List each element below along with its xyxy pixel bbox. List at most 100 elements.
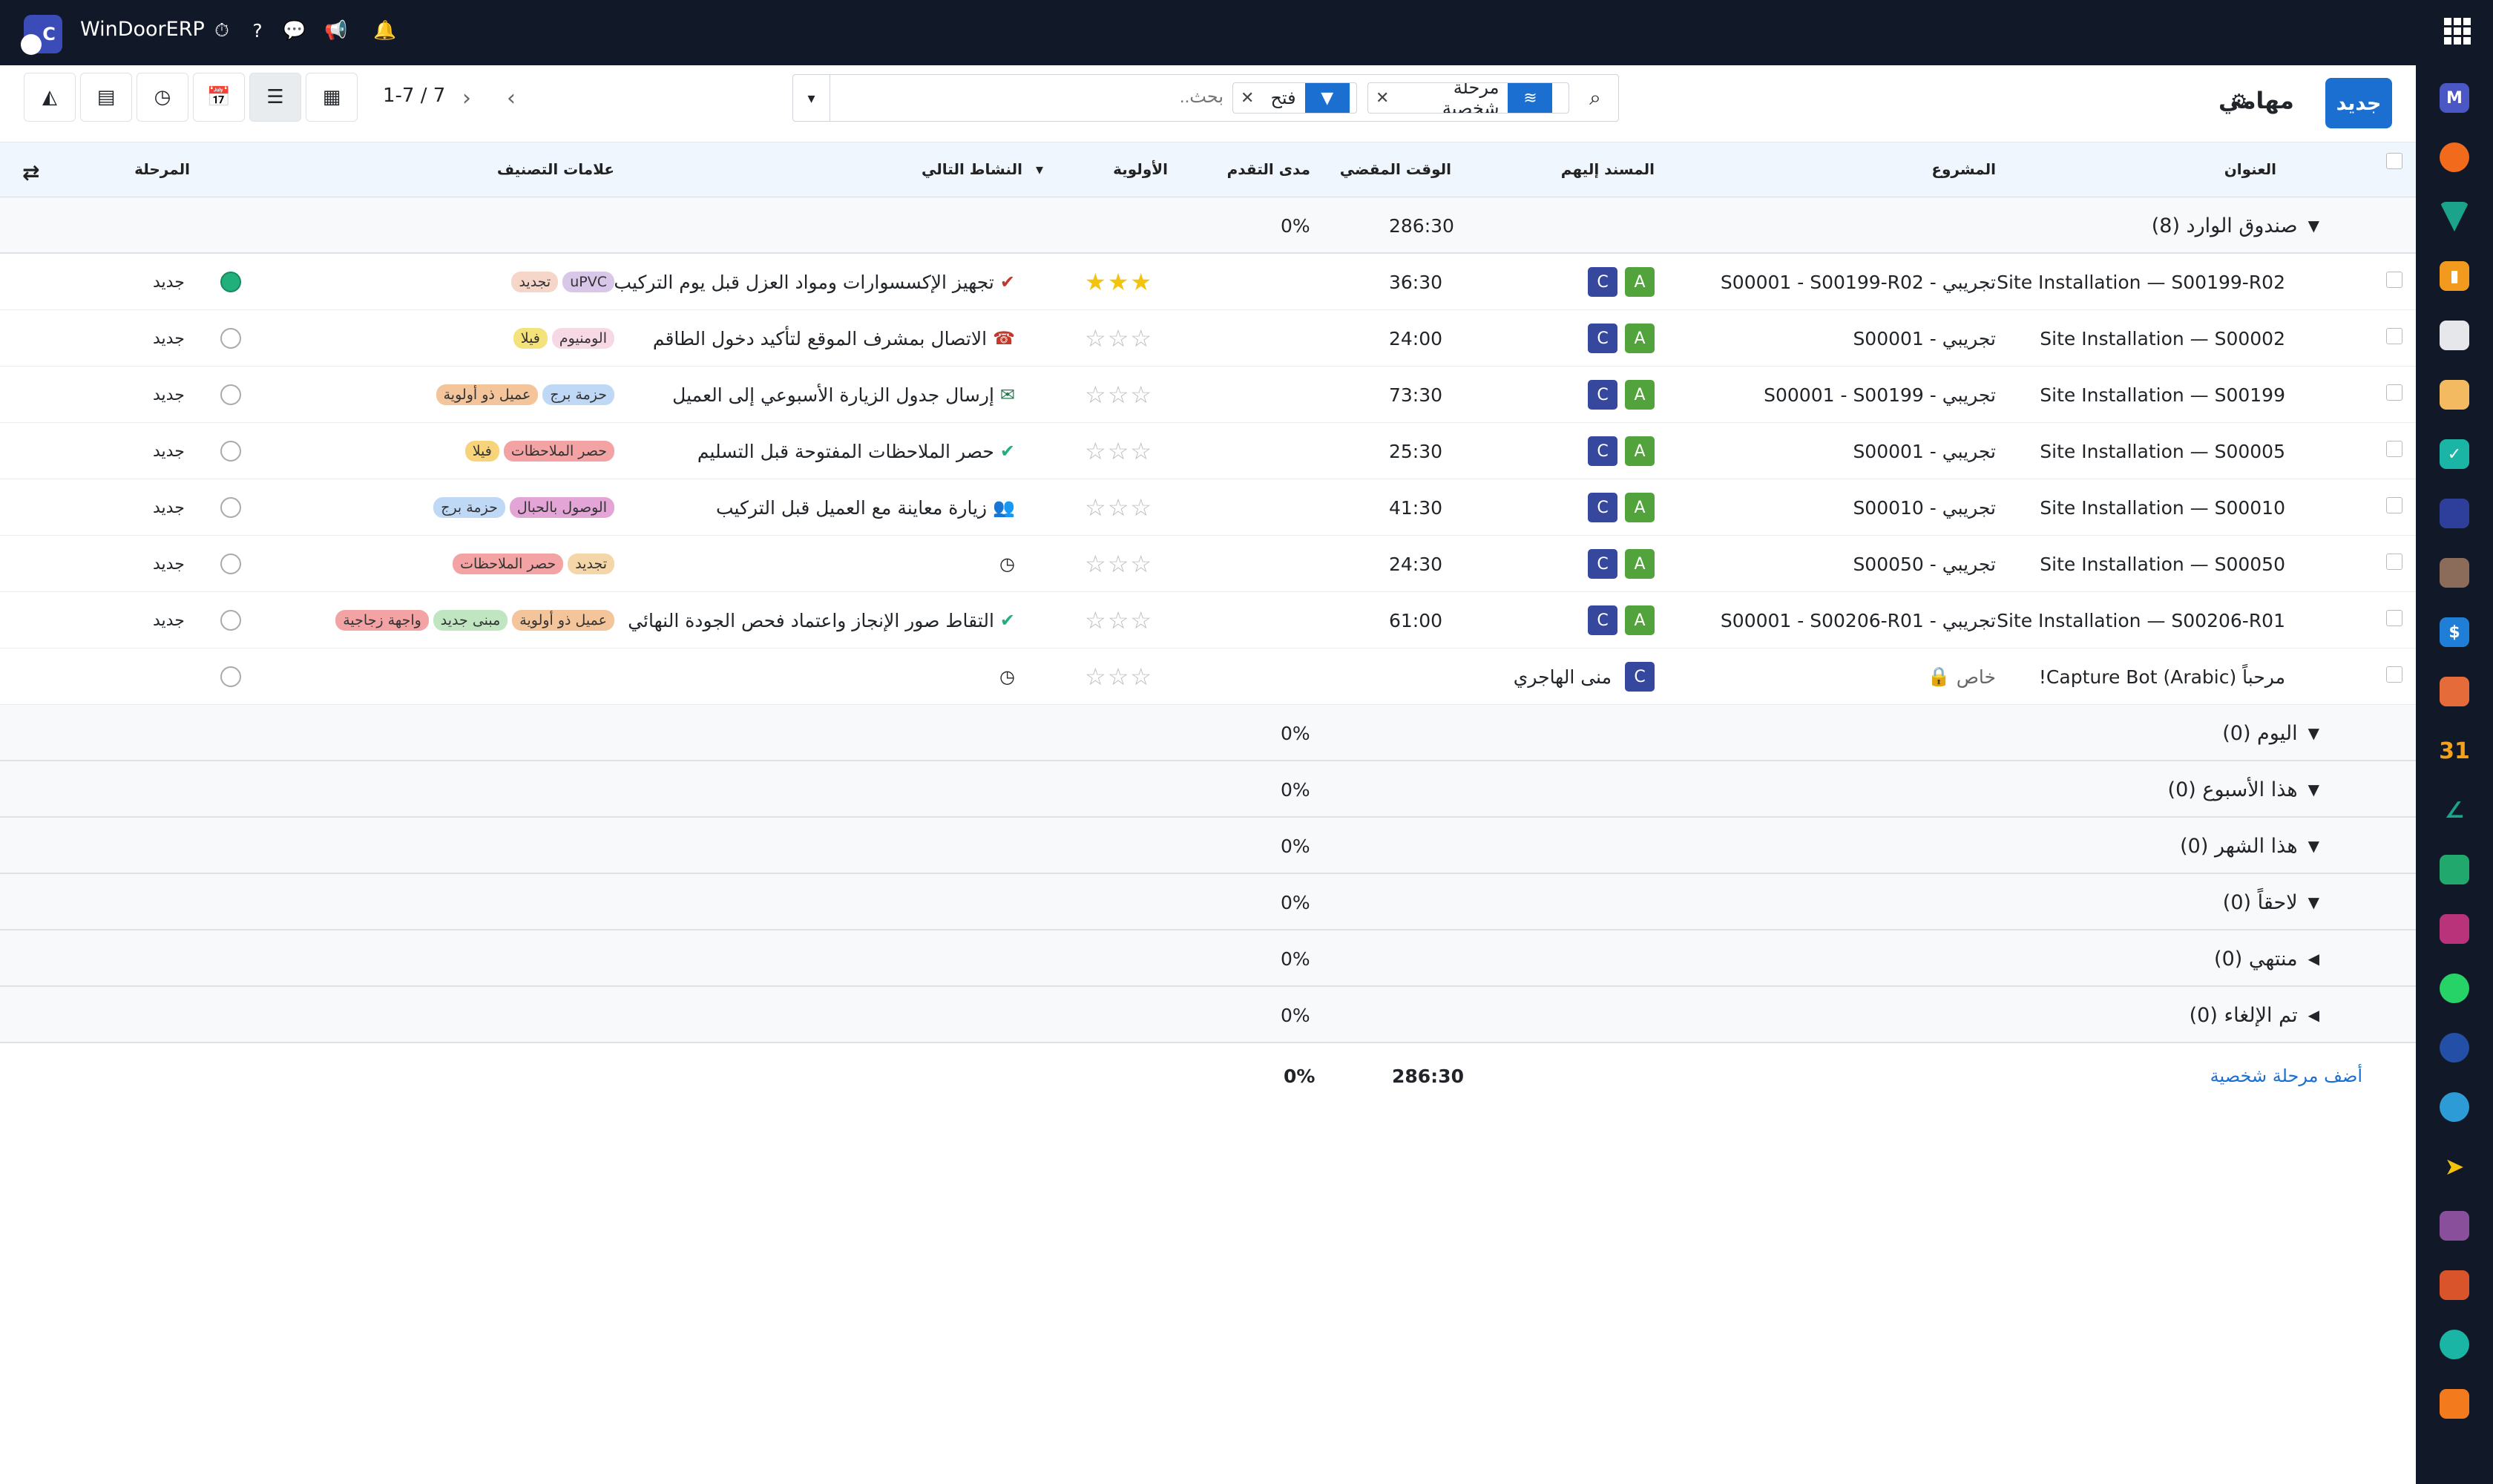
group-label[interactable]: ▼ هذا الشهر (0) [2180, 818, 2319, 874]
task-title[interactable]: Site Installation — S00206-R01 [1997, 609, 2285, 631]
next-activity[interactable]: ✔ حصر الملاحظات المفتوحة قبل التسليم [697, 423, 1015, 479]
products-app-icon[interactable] [2440, 558, 2469, 588]
users-icon[interactable]: 👥 [993, 497, 1015, 518]
megaphone-icon[interactable]: 📢 [324, 19, 348, 41]
row-checkbox[interactable] [2386, 666, 2402, 683]
task-project[interactable]: تجريبي - S00001 - S00206-R01 [1721, 592, 1996, 649]
pager-value[interactable]: 1-7 / 7 [383, 85, 446, 107]
row-checkbox[interactable] [2386, 497, 2402, 513]
new-button[interactable]: جديد [2325, 78, 2392, 128]
avatar[interactable]: A [1625, 493, 1655, 522]
col-time[interactable]: الوقت المقضي [1339, 160, 1451, 178]
task-row[interactable]: Site Installation — S00199-R02 تجريبي - S… [0, 254, 2416, 310]
status-indicator[interactable] [220, 497, 241, 518]
status-indicator[interactable] [220, 554, 241, 574]
clock-icon[interactable]: ◷ [999, 554, 1015, 574]
priority-star-icon[interactable]: ★ [1085, 268, 1108, 296]
task-project[interactable]: تجريبي - S00001 [1853, 423, 1996, 479]
group-row[interactable]: ◀ منتهي (0) 0% [0, 930, 2416, 987]
check-icon[interactable]: ✔ [999, 610, 1015, 631]
pos-app-icon[interactable] [2440, 1330, 2469, 1359]
priority-star-icon[interactable]: ☆ [1130, 381, 1154, 409]
col-assignees[interactable]: المسند إليهم [1560, 160, 1655, 178]
send-app-icon[interactable]: ➤ [2444, 1152, 2465, 1181]
avatar[interactable]: C [1588, 549, 1617, 579]
task-row[interactable]: Site Installation — S00050 تجريبي - S0005… [0, 536, 2416, 592]
avatar[interactable]: A [1625, 324, 1655, 353]
discuss-app-icon[interactable] [2440, 202, 2469, 232]
sign-app-icon[interactable]: ∠ [2444, 797, 2465, 824]
group-label[interactable]: ▼ لاحقاً (0) [2223, 874, 2319, 930]
group-row[interactable]: ▼ هذا الشهر (0) 0% [0, 818, 2416, 874]
group-label[interactable]: ▼ هذا الأسبوع (0) [2168, 761, 2319, 818]
task-project[interactable]: خاص 🔒 [1928, 649, 1996, 705]
graph-view-button[interactable]: ◭ [24, 73, 76, 122]
bell-icon[interactable]: 🔔 [373, 19, 397, 41]
task-row[interactable]: Site Installation — S00002 تجريبي - S0000… [0, 310, 2416, 367]
priority-star-icon[interactable]: ☆ [1085, 437, 1108, 465]
priority-star-icon[interactable]: ☆ [1085, 493, 1108, 522]
group-label[interactable]: ◀ تم الإلغاء (0) [2190, 987, 2319, 1043]
envelope-icon[interactable]: ✉ [999, 384, 1015, 405]
task-title[interactable]: مرحباً (Capture Bot (Arabic! [2038, 666, 2285, 688]
status-indicator[interactable] [220, 384, 241, 405]
badge-app-icon[interactable] [2440, 855, 2469, 884]
group-label[interactable]: ▼ صندوق الوارد (8) [2152, 197, 2319, 254]
remove-facet-icon[interactable]: ✕ [1376, 88, 1390, 108]
task-row[interactable]: مرحباً (Capture Bot (Arabic! خاص 🔒 C منى اله… [0, 649, 2416, 705]
search-input[interactable] [1179, 87, 1223, 108]
col-next-activity[interactable]: ▾ النشاط التالي [922, 160, 1043, 178]
row-checkbox[interactable] [2386, 272, 2402, 288]
priority-star-icon[interactable]: ☆ [1085, 606, 1108, 634]
priority-star-icon[interactable]: ☆ [1085, 550, 1108, 578]
task-row[interactable]: Site Installation — S00199 تجريبي - S0000… [0, 367, 2416, 423]
priority-star-icon[interactable]: ☆ [1107, 606, 1131, 634]
next-page-button[interactable]: › [462, 85, 471, 111]
website-app-icon[interactable] [2440, 1092, 2469, 1122]
col-priority[interactable]: الأولوية [1113, 160, 1168, 178]
task-title[interactable]: Site Installation — S00005 [2040, 440, 2285, 462]
priority-star-icon[interactable]: ☆ [1085, 324, 1108, 352]
select-all-checkbox[interactable] [2386, 153, 2402, 169]
employees-app-icon[interactable] [2440, 677, 2469, 706]
group-label[interactable]: ◀ منتهي (0) [2214, 930, 2319, 987]
priority-star-icon[interactable]: ☆ [1107, 324, 1131, 352]
pivot-view-button[interactable]: ▤ [80, 73, 132, 122]
chat-app-icon[interactable] [2440, 142, 2469, 172]
task-project[interactable]: تجريبي - S00010 [1853, 479, 1996, 536]
status-indicator[interactable] [220, 328, 241, 349]
inventory-app-icon[interactable] [2440, 321, 2469, 350]
col-title[interactable]: العنوان [2224, 160, 2276, 178]
priority-star-icon[interactable]: ☆ [1107, 381, 1131, 409]
facet-personal-stage[interactable]: ✕ مرحلة شخصية ≋ [1367, 82, 1569, 114]
priority-star-icon[interactable]: ☆ [1107, 493, 1131, 522]
mail-app-icon[interactable]: M [2440, 83, 2469, 113]
row-checkbox[interactable] [2386, 441, 2402, 457]
phone-icon[interactable]: ☎ [993, 328, 1015, 349]
priority-star-icon[interactable]: ☆ [1130, 324, 1154, 352]
task-title[interactable]: Site Installation — S00002 [2040, 327, 2285, 349]
priority-star-icon[interactable]: ☆ [1130, 493, 1154, 522]
knowledge-app-icon[interactable] [2440, 499, 2469, 528]
status-indicator[interactable] [220, 666, 241, 687]
search-options-toggle[interactable]: ▾ [793, 75, 830, 121]
help-icon[interactable]: ? [252, 19, 263, 42]
group-row[interactable]: ▼ اليوم (0) 0% [0, 705, 2416, 761]
add-personal-stage-link[interactable]: أضف مرحلة شخصية [2210, 1066, 2362, 1086]
avatar[interactable]: C [1625, 662, 1655, 692]
group-row[interactable]: ▼ صندوق الوارد (8) 286:30 0% [0, 197, 2416, 254]
next-activity[interactable]: ☎ الاتصال بمشرف الموقع لتأكيد دخول الطاقم [653, 310, 1015, 367]
priority-star-icon[interactable]: ☆ [1130, 606, 1154, 634]
priority-star-icon[interactable]: ☆ [1085, 381, 1108, 409]
task-row[interactable]: Site Installation — S00010 تجريبي - S0001… [0, 479, 2416, 536]
settings-app-icon[interactable] [2440, 1389, 2469, 1419]
priority-star-icon[interactable]: ☆ [1107, 663, 1131, 691]
avatar[interactable]: C [1588, 267, 1617, 297]
tasks-app-icon[interactable]: ✓ [2440, 439, 2469, 469]
facet-open[interactable]: ✕ فتح ▼ [1232, 82, 1357, 114]
priority-star-icon[interactable]: ★ [1107, 268, 1131, 296]
list-view-button[interactable]: ☰ [249, 73, 301, 122]
next-activity[interactable]: ✔ تجهيز الإكسسوارات ومواد العزل قبل يوم ا… [614, 254, 1015, 310]
group-row[interactable]: ▼ هذا الأسبوع (0) 0% [0, 761, 2416, 818]
calendar-app-icon[interactable]: 31 [2439, 738, 2470, 764]
